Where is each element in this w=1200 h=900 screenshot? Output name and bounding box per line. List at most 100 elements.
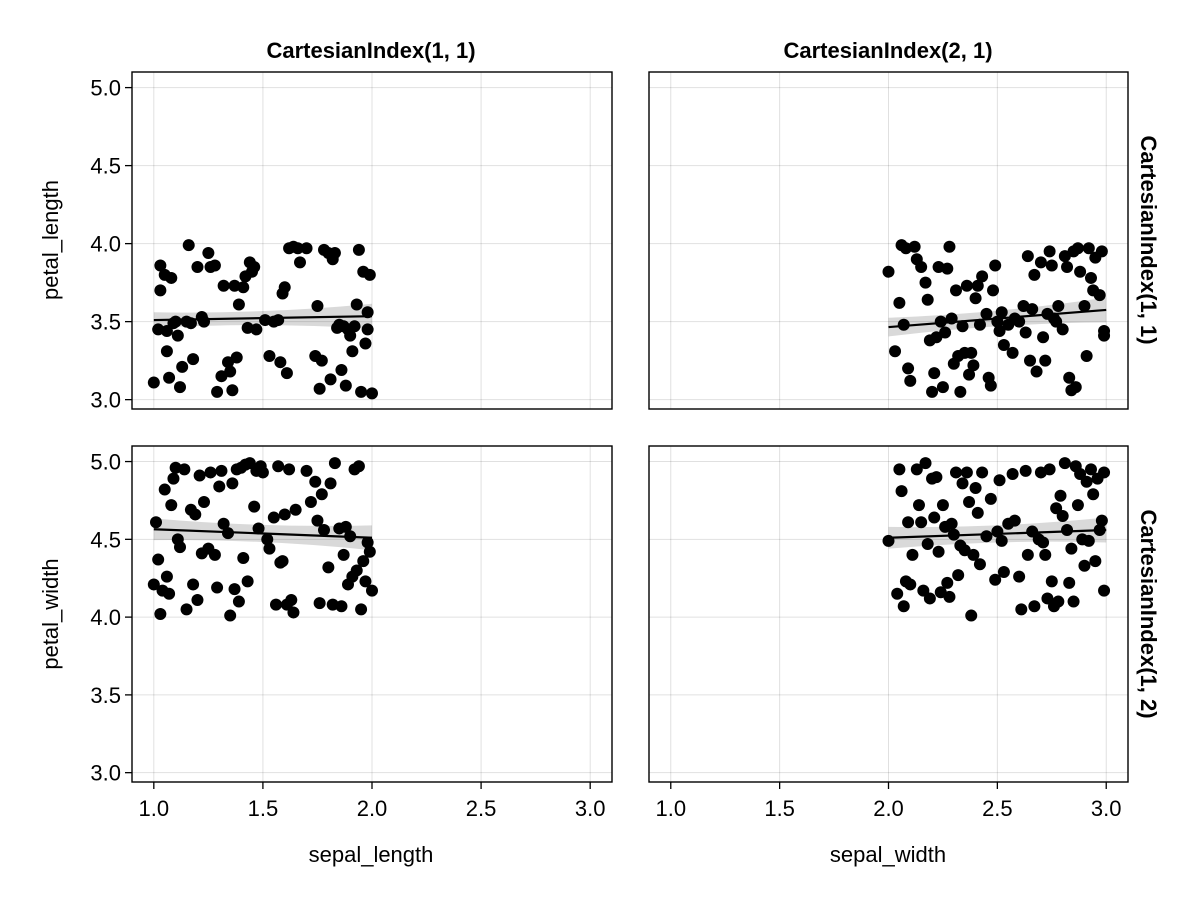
y-tick-label-0-2: 4.0 [90,232,121,257]
scatter-point-1-1-48 [1006,468,1019,480]
scatter-point-1-1-67 [1056,510,1069,522]
scatter-point-0-0-38 [248,261,261,274]
scatter-point-0-1-22 [943,240,956,253]
scatter-point-1-0-26 [213,480,226,493]
scatter-point-1-1-37 [971,506,984,519]
scatter-point-0-1-76 [1078,300,1091,313]
scatter-point-0-0-71 [350,298,363,311]
y-tick-label-0-3: 4.5 [90,154,121,179]
scatter-point-1-0-46 [263,542,276,555]
fit-line-1-0 [153,528,373,539]
scatter-point-0-1-82 [1093,289,1106,302]
scatter-point-0-0-51 [294,256,306,269]
y-tick-label-0-4: 5.0 [90,76,121,101]
scatter-point-0-1-85 [1098,324,1111,337]
scatter-point-0-0-3 [154,284,167,297]
scatter-point-1-1-28 [952,569,965,582]
scatter-point-1-0-25 [211,581,224,594]
scatter-point-1-1-52 [1019,464,1032,477]
scatter-point-0-0-61 [328,246,341,259]
scatter-point-0-1-20 [939,326,952,339]
scatter-point-1-1-69 [1061,524,1074,536]
x-tick-label-1-4: 3.0 [1091,796,1122,821]
scatter-point-1-1-10 [912,499,925,512]
scatter-point-1-1-62 [1045,575,1058,588]
scatter-point-0-0-32 [232,298,245,311]
scatter-point-1-1-66 [1054,489,1067,502]
scatter-point-0-0-31 [230,351,243,364]
scatter-point-0-0-29 [226,384,239,397]
x-tick-label-0-0: 1.0 [139,796,170,821]
scatter-point-1-0-24 [208,548,221,561]
scatter-point-0-1-28 [956,320,969,333]
scatter-point-0-0-26 [217,279,230,292]
scatter-point-1-0-34 [232,595,245,608]
scatter-point-1-0-16 [187,578,200,591]
panel-frame-0-0 [131,71,613,410]
scatter-point-0-1-11 [919,276,932,289]
y-tick-label-1-0: 3.0 [90,761,121,786]
scatter-point-0-0-73 [355,385,368,398]
scatter-point-1-1-65 [1052,595,1065,608]
scatter-point-0-1-48 [1006,346,1019,359]
scatter-point-1-0-79 [355,603,368,616]
scatter-point-1-1-46 [997,566,1010,578]
scatter-point-1-1-50 [1013,570,1026,583]
scatter-point-1-1-40 [980,530,993,543]
scatter-point-0-0-17 [187,353,200,366]
scatter-point-1-1-3 [895,485,908,498]
scatter-point-0-0-44 [274,356,287,369]
scatter-point-1-0-44 [256,466,269,479]
scatter-point-0-0-15 [182,239,195,252]
scatter-point-1-1-53 [1021,548,1034,561]
scatter-point-0-1-55 [1026,303,1039,316]
scatter-point-0-0-8 [165,271,178,284]
scatter-point-0-0-77 [363,268,376,281]
scatter-point-0-0-46 [278,281,291,294]
scatter-point-0-1-27 [954,385,967,398]
scatter-point-1-0-72 [339,520,352,533]
scatter-point-1-0-2 [152,553,165,566]
scatter-point-1-0-52 [278,508,291,521]
tick-layer: 3.0 3.5 4.0 4.5 5.0 3.0 3.5 4.0 4.5 5.0 1.0 1.5 2.0 2… [90,76,1121,821]
scatter-point-1-1-58 [1037,536,1050,549]
x-axis-label-1: sepal_length [309,842,434,867]
scatter-point-0-0-5 [160,345,173,358]
scatter-point-0-0-47 [280,367,293,380]
scatter-point-1-0-0 [147,578,160,591]
scatter-point-0-0-7 [163,371,176,384]
scatter-point-0-0-56 [315,354,328,367]
scatter-point-0-1-14 [926,385,939,398]
scatter-point-0-0-39 [250,323,263,336]
scatter-point-0-0-21 [202,246,215,259]
y-tick-label-0-1: 3.5 [90,310,121,335]
scatter-point-1-0-30 [224,609,237,622]
scatter-point-1-0-32 [228,583,241,596]
scatter-point-0-1-79 [1084,271,1097,284]
scatter-point-1-1-9 [910,463,923,476]
scatter-point-0-1-35 [971,279,984,292]
fit-line-0-1 [888,308,1107,329]
scatter-point-0-1-74 [1071,242,1084,255]
scatter-point-1-1-23 [941,576,954,589]
scatter-point-1-1-8 [906,548,919,561]
scatter-point-1-0-1 [150,516,162,529]
scatter-point-1-0-31 [226,477,239,490]
scatter-point-1-1-45 [995,534,1008,547]
scatter-point-0-0-50 [291,242,304,255]
column-title-2: CartesianIndex(2, 1) [783,38,992,63]
scatter-point-1-0-57 [289,503,302,516]
scatter-point-0-0-0 [147,376,160,389]
scatter-point-0-1-41 [987,284,1000,297]
scatter-point-1-0-12 [174,541,186,554]
scatter-point-1-1-72 [1067,595,1080,608]
scatter-point-0-1-83 [1095,245,1108,258]
scatter-point-1-1-79 [1082,534,1095,547]
scatter-point-0-0-64 [335,363,348,376]
panel-frame-layer [131,71,1129,783]
scatter-point-0-0-54 [311,300,324,313]
scatter-point-1-1-1 [891,587,904,600]
scatter-point-1-1-17 [928,511,941,524]
scatter-point-0-0-69 [346,345,359,358]
scatter-point-1-1-44 [993,474,1006,487]
